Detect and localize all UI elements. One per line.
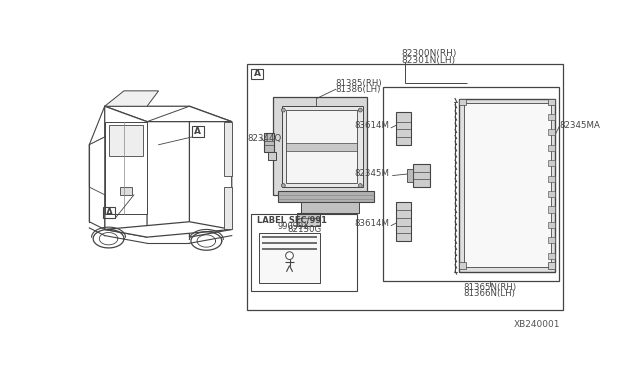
Bar xyxy=(259,233,320,283)
Bar xyxy=(192,126,204,137)
Text: LABEL SEC/991: LABEL SEC/991 xyxy=(257,216,327,225)
Polygon shape xyxy=(90,137,105,195)
Polygon shape xyxy=(90,137,105,230)
Polygon shape xyxy=(548,160,555,166)
Polygon shape xyxy=(548,191,555,197)
Polygon shape xyxy=(120,187,132,195)
Polygon shape xyxy=(268,153,276,160)
Polygon shape xyxy=(285,110,357,183)
Polygon shape xyxy=(109,125,143,156)
Text: 82344Q: 82344Q xyxy=(247,134,282,143)
Polygon shape xyxy=(413,164,429,187)
Bar xyxy=(383,87,559,281)
Polygon shape xyxy=(105,106,232,122)
Text: 83614M: 83614M xyxy=(355,219,390,228)
Polygon shape xyxy=(463,103,550,267)
Polygon shape xyxy=(264,133,274,153)
Polygon shape xyxy=(105,106,147,237)
Text: 99099X: 99099X xyxy=(277,222,309,231)
Polygon shape xyxy=(297,212,320,225)
Polygon shape xyxy=(548,262,555,269)
Polygon shape xyxy=(278,191,374,202)
Text: 81365N(RH): 81365N(RH) xyxy=(463,283,516,292)
Text: 82345M: 82345M xyxy=(355,170,390,179)
Text: 81366N(LH): 81366N(LH) xyxy=(464,289,516,298)
Text: 81385(RH): 81385(RH) xyxy=(336,78,382,88)
Polygon shape xyxy=(548,206,555,212)
Polygon shape xyxy=(396,112,411,145)
Polygon shape xyxy=(224,187,232,230)
Text: 82301N(LH): 82301N(LH) xyxy=(401,55,455,64)
Text: A: A xyxy=(106,208,113,217)
Polygon shape xyxy=(282,106,363,187)
Polygon shape xyxy=(459,99,555,272)
Polygon shape xyxy=(548,129,555,135)
Polygon shape xyxy=(285,143,357,151)
Text: A: A xyxy=(195,127,202,136)
Text: 82300N(RH): 82300N(RH) xyxy=(401,49,456,58)
Polygon shape xyxy=(548,99,555,106)
Text: XB240001: XB240001 xyxy=(514,320,561,330)
Text: 82130G: 82130G xyxy=(288,225,322,234)
Text: 83614M: 83614M xyxy=(355,121,390,130)
Polygon shape xyxy=(105,222,232,237)
Circle shape xyxy=(282,108,285,112)
Circle shape xyxy=(282,184,285,187)
Polygon shape xyxy=(105,91,159,106)
Text: 82345MA: 82345MA xyxy=(559,121,600,130)
Polygon shape xyxy=(548,176,555,182)
Polygon shape xyxy=(548,145,555,151)
Polygon shape xyxy=(548,237,555,243)
Polygon shape xyxy=(105,122,147,214)
Bar xyxy=(251,68,263,79)
Polygon shape xyxy=(548,114,555,120)
Bar xyxy=(251,214,357,291)
Polygon shape xyxy=(301,202,359,212)
Polygon shape xyxy=(273,97,367,195)
Polygon shape xyxy=(459,99,466,106)
Polygon shape xyxy=(548,253,555,259)
Polygon shape xyxy=(459,262,466,269)
Circle shape xyxy=(358,184,362,187)
Polygon shape xyxy=(548,222,555,228)
Bar xyxy=(247,64,563,310)
Bar xyxy=(103,207,115,218)
Polygon shape xyxy=(407,169,413,182)
Polygon shape xyxy=(224,122,232,176)
Text: A: A xyxy=(253,70,260,78)
Circle shape xyxy=(285,252,293,260)
Polygon shape xyxy=(396,202,411,241)
Circle shape xyxy=(358,108,362,112)
Polygon shape xyxy=(189,106,232,237)
Text: 81386(LH): 81386(LH) xyxy=(336,85,381,94)
